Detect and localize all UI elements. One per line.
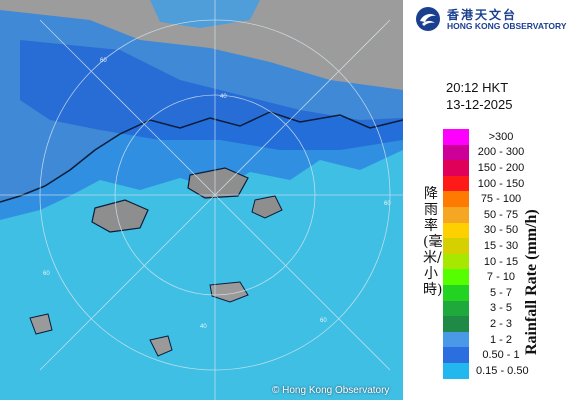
rainfall-legend: >300 200 - 300 150 - 200 100 - 150 75 - 100 5… — [443, 129, 529, 379]
legend-label: 100 - 150 — [477, 177, 525, 190]
org-name-en: HONG KONG OBSERVATORY — [447, 21, 567, 31]
radar-map[interactable]: 40 40 60 60 60 60 © Hong Kong Observator… — [0, 0, 403, 400]
legend-swatch — [443, 331, 469, 348]
legend-row: 7 - 10 — [443, 269, 523, 285]
island-lantau — [91, 199, 149, 233]
legend-title-en: Rainfall Rate (mm/h) — [523, 209, 540, 355]
legend-label: 1 - 2 — [489, 333, 512, 346]
legend-label: 2 - 3 — [489, 317, 512, 330]
org-name-zh: 香港天文台 — [447, 8, 518, 22]
legend-title-zh: 降雨率(毫米/小時) — [423, 186, 443, 298]
legend-row: 200 - 300 — [443, 144, 525, 161]
legend-label: 150 - 200 — [477, 161, 525, 174]
ring-label: 60 — [320, 318, 327, 324]
radar-map-canvas: 40 40 60 60 60 60 — [0, 0, 403, 400]
ring-label: 60 — [384, 201, 391, 207]
legend-swatch — [443, 347, 469, 363]
legend-swatch — [443, 362, 469, 379]
legend-label: 7 - 10 — [486, 271, 516, 284]
legend-row: 0.15 - 0.50 — [443, 362, 529, 379]
legend-swatch — [443, 269, 469, 285]
legend-swatch — [443, 238, 469, 254]
legend-swatch — [443, 144, 469, 161]
ring-label: 60 — [43, 271, 50, 277]
range-rings — [0, 0, 403, 400]
map-credit: © Hong Kong Observatory — [272, 385, 390, 396]
ring-label: 40 — [220, 94, 227, 100]
observation-time: 20:12 HKT — [446, 80, 509, 95]
legend-label: 10 - 15 — [483, 255, 519, 268]
legend-row: 30 - 50 — [443, 222, 523, 239]
legend-row: 150 - 200 — [443, 160, 525, 176]
island-east — [251, 195, 283, 219]
legend-row: 15 - 30 — [443, 238, 523, 254]
legend-label: 75 - 100 — [480, 193, 522, 206]
legend-swatch — [443, 253, 469, 270]
legend-row: 100 - 150 — [443, 175, 525, 192]
legend-swatch — [443, 191, 469, 207]
legend-row: 10 - 15 — [443, 253, 523, 270]
legend-label: 200 - 300 — [477, 146, 525, 159]
legend-row: 50 - 75 — [443, 206, 523, 223]
legend-swatch — [443, 222, 469, 239]
observation-date: 13-12-2025 — [446, 97, 513, 112]
legend-row: 2 - 3 — [443, 316, 523, 332]
legend-swatch — [443, 175, 469, 192]
info-panel: 香港天文台 HONG KONG OBSERVATORY 20:12 HKT 13… — [403, 0, 577, 400]
legend-label: 5 - 7 — [489, 286, 512, 299]
island-south-1 — [209, 281, 249, 303]
legend-label: 0.50 - 1 — [482, 349, 520, 362]
legend-label: >300 — [488, 130, 514, 143]
island-hk — [187, 167, 249, 199]
legend-label: 3 - 5 — [489, 302, 512, 315]
legend-label: 15 - 30 — [483, 239, 519, 252]
legend-label: 50 - 75 — [483, 208, 519, 221]
legend-swatch — [443, 300, 469, 317]
legend-swatch — [443, 160, 469, 176]
ring-label: 40 — [200, 324, 207, 330]
legend-label: 0.15 - 0.50 — [476, 364, 529, 377]
island-south-2 — [149, 335, 173, 357]
legend-swatch — [443, 316, 469, 332]
legend-row: 0.50 - 1 — [443, 347, 523, 363]
legend-row: >300 — [443, 129, 523, 145]
legend-label: 30 - 50 — [483, 224, 519, 237]
legend-swatch — [443, 284, 469, 301]
range-ring-labels: 40 40 60 60 60 60 — [43, 58, 391, 330]
legend-swatch — [443, 206, 469, 223]
legend-row: 1 - 2 — [443, 331, 523, 348]
legend-swatch — [443, 129, 469, 145]
legend-row: 75 - 100 — [443, 191, 523, 207]
island-south-3 — [29, 313, 53, 335]
ring-label: 60 — [100, 58, 107, 64]
coastline — [0, 111, 403, 203]
hko-logo-icon — [416, 7, 440, 31]
legend-row: 3 - 5 — [443, 300, 523, 317]
legend-row: 5 - 7 — [443, 284, 523, 301]
